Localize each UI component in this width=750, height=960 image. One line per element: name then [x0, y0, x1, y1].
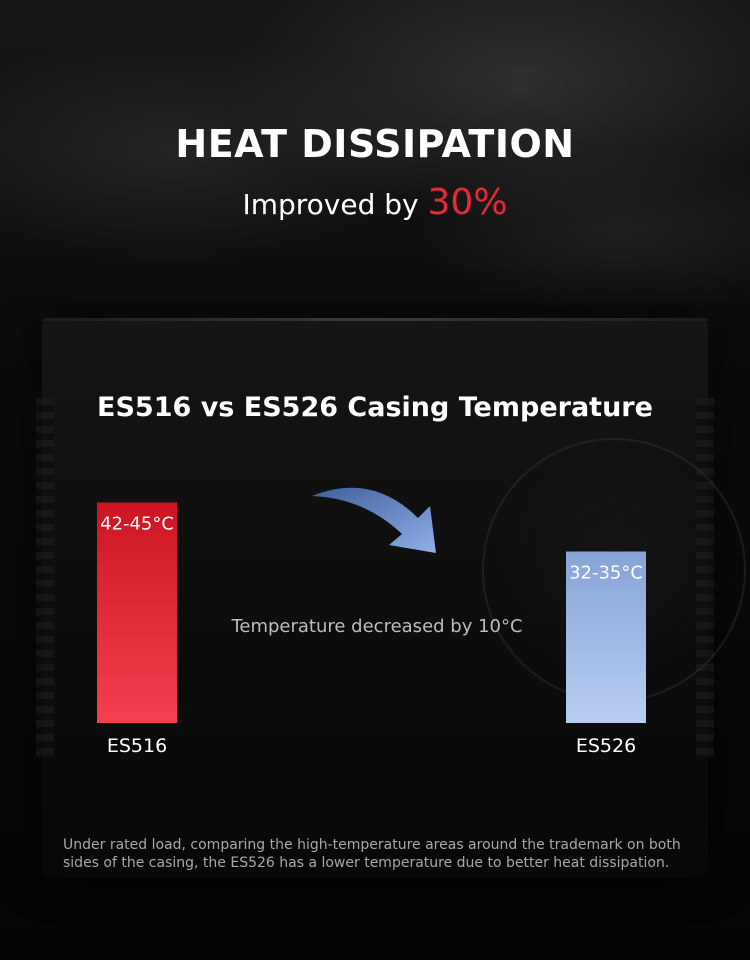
decrease-arrow [312, 487, 436, 553]
footnote: Under rated load, comparing the high-tem… [63, 837, 681, 871]
bar-es516 [97, 502, 177, 723]
temperature-decrease-annotation: Temperature decreased by 10°C [231, 616, 523, 637]
value-label-es516: 42-45°C [100, 514, 174, 535]
page-title: HEAT DISSIPATION [175, 122, 575, 166]
category-label-es516: ES516 [107, 735, 167, 757]
chart-title: ES516 vs ES526 Casing Temperature [97, 392, 653, 423]
device-top-edge [42, 318, 708, 321]
subtitle-highlight: 30% [427, 182, 508, 223]
page-subtitle: Improved by 30% [0, 182, 750, 223]
bar-es526 [566, 551, 646, 723]
subtitle-prefix: Improved by [242, 188, 428, 221]
device-left-ribs [36, 398, 54, 758]
value-label-es526: 32-35°C [569, 563, 643, 584]
category-label-es526: ES526 [576, 735, 636, 757]
